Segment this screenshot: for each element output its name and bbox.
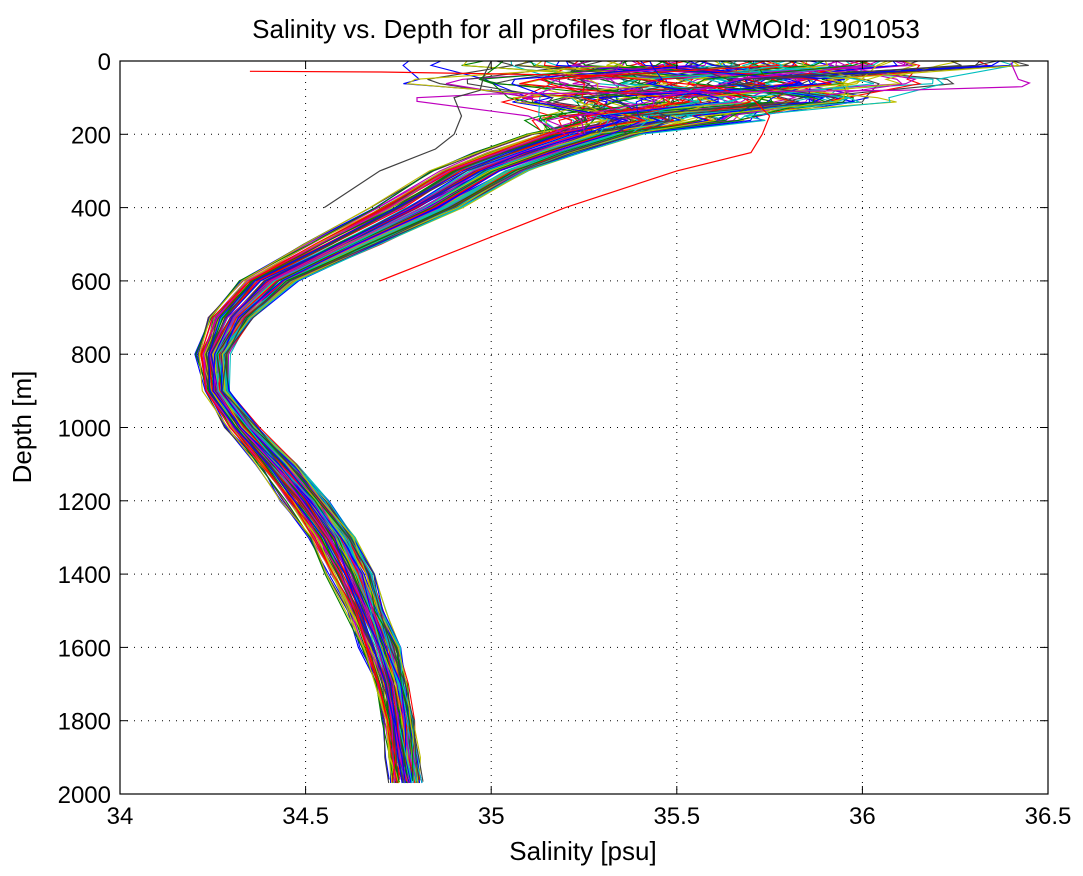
data-series [194, 60, 1031, 784]
y-tick-label: 400 [71, 196, 111, 223]
salinity-profile-line [208, 60, 688, 782]
y-tick-label: 1800 [58, 709, 111, 736]
y-tick-label: 2000 [58, 782, 111, 809]
x-axis-label: Salinity [psu] [509, 836, 656, 866]
salinity-profile-line [220, 60, 803, 783]
y-tick-label: 1400 [58, 562, 111, 589]
salinity-profile-line [249, 70, 771, 282]
x-tick-label: 36.5 [1025, 803, 1072, 830]
salinity-profile-line [323, 60, 492, 209]
y-axis-label: Depth [m] [7, 371, 37, 484]
y-tick-label: 1600 [58, 635, 111, 662]
y-tick-label: 600 [71, 269, 111, 296]
y-tick-label: 800 [71, 342, 111, 369]
salinity-profile-line [218, 60, 818, 784]
salinity-profile-line [222, 60, 1016, 783]
salinity-profile-line [212, 60, 719, 784]
salinity-profile-line [210, 60, 766, 784]
chart-title: Salinity vs. Depth for all profiles for … [252, 14, 920, 44]
salinity-profile-line [213, 60, 867, 784]
x-tick-label: 35.5 [653, 803, 700, 830]
x-tick-label: 36 [849, 803, 876, 830]
salinity-profile-line [223, 60, 1014, 784]
salinity-profile-line [200, 60, 780, 783]
salinity-profile-line [221, 60, 962, 780]
salinity-profile-line [200, 60, 693, 784]
y-tick-label: 200 [71, 122, 111, 149]
y-tick-label: 0 [98, 49, 111, 76]
salinity-profile-line [195, 60, 664, 784]
y-tick-label: 1000 [58, 416, 111, 443]
axis-ticks: 34 34.5 35 35.5 36 36.5 0 200 400 600 800 1000 1200 1… [58, 49, 1072, 830]
x-tick-label: 34 [107, 803, 134, 830]
salinity-profile-line [215, 60, 875, 784]
x-tick-label: 34.5 [282, 803, 329, 830]
salinity-profile-line [208, 60, 700, 784]
salinity-profile-line [221, 60, 1021, 784]
salinity-profile-line [198, 60, 623, 784]
salinity-profile-line [202, 60, 708, 782]
y-tick-label: 1200 [58, 489, 111, 516]
x-tick-label: 35 [478, 803, 505, 830]
salinity-profile-line [416, 62, 1031, 135]
